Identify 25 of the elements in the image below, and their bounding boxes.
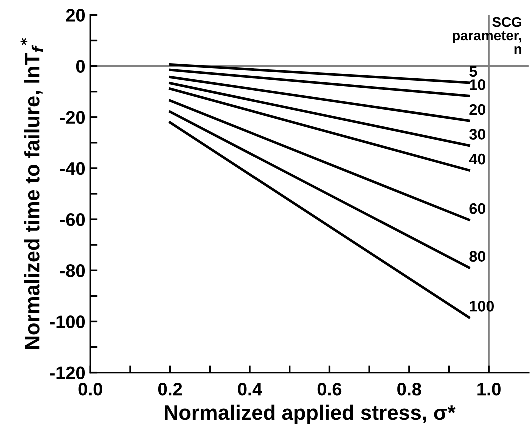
y-tick-label: 0 bbox=[76, 60, 86, 74]
y-tick-label: -60 bbox=[60, 213, 86, 226]
x-tick-label: 0.6 bbox=[318, 382, 342, 396]
series-label: 80 bbox=[470, 251, 486, 262]
y-tick-label: 20 bbox=[66, 9, 86, 22]
x-tick-label: 0.4 bbox=[238, 382, 262, 396]
x-tick-label: 0.2 bbox=[158, 382, 182, 396]
annotation: SCG parameter, n bbox=[453, 17, 522, 54]
y-tick-label: -100 bbox=[50, 316, 86, 328]
series-label: 100 bbox=[470, 301, 494, 312]
y-axis-title: Normalized time to failure, lnT$_{f}$$^{*}$ bbox=[20, 38, 44, 350]
series-label: 5 bbox=[470, 66, 478, 78]
x-tick-label: 0.8 bbox=[398, 382, 422, 396]
series-label: 10 bbox=[470, 80, 486, 90]
y-tick-label: -40 bbox=[60, 162, 86, 176]
series-label: 40 bbox=[469, 154, 486, 165]
series-label: 30 bbox=[470, 129, 486, 140]
y-tick-label: -20 bbox=[60, 111, 86, 124]
y-tick-label: -80 bbox=[60, 264, 86, 278]
x-tick-label: 0.0 bbox=[78, 382, 102, 396]
x-axis-title: Normalized applied stress, σ* bbox=[165, 404, 456, 424]
series-label: 20 bbox=[470, 104, 486, 116]
x-tick-label: 1.0 bbox=[478, 382, 501, 396]
series-label: 60 bbox=[470, 203, 486, 214]
y-tick-label: -120 bbox=[50, 366, 86, 380]
